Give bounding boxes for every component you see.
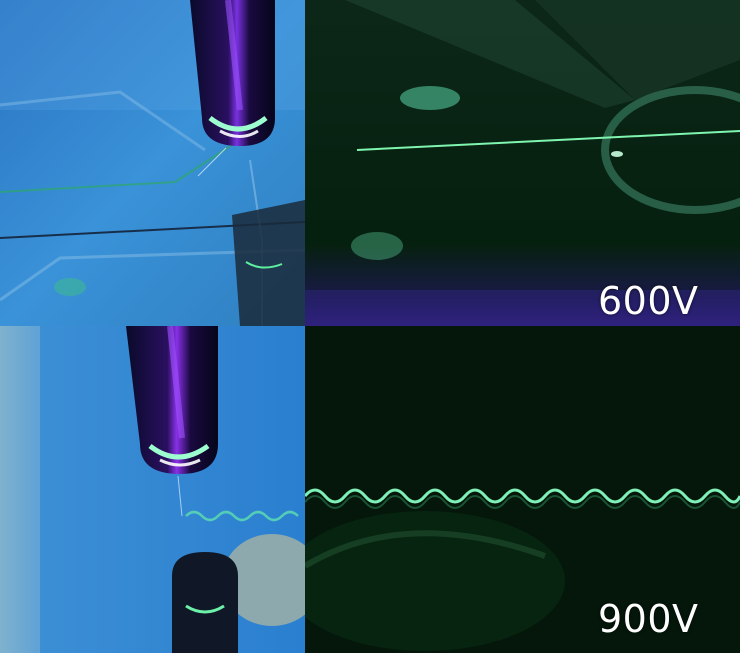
blue-microscope-image-top <box>0 0 305 326</box>
fiber-jet-icon <box>305 488 740 504</box>
fiber-jet-icon <box>185 510 299 522</box>
needle-electrode-icon <box>126 326 218 474</box>
dark-microscope-image-bottom <box>305 326 740 653</box>
panel-top-right-dark-view: 600V <box>305 0 740 326</box>
panel-top-left-blue-view <box>0 0 305 326</box>
panel-bottom-right-dark-view: 900V <box>305 326 740 653</box>
fiber-jet-icon <box>197 147 227 177</box>
voltage-label-600: 600V <box>598 279 699 323</box>
voltage-label-900: 900V <box>598 597 699 641</box>
dark-microscope-image-top <box>305 0 740 326</box>
panel-bottom-left-blue-view <box>0 326 305 653</box>
needle-electrode-icon <box>190 0 275 146</box>
fiber-jet-icon <box>356 130 740 151</box>
blue-microscope-image-bottom <box>0 326 305 653</box>
